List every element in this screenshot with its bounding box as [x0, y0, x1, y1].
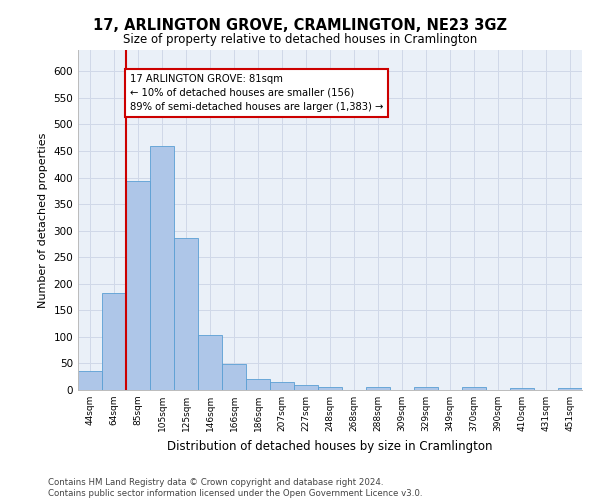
- Bar: [222, 364, 246, 390]
- Text: Contains HM Land Registry data © Crown copyright and database right 2024.
Contai: Contains HM Land Registry data © Crown c…: [48, 478, 422, 498]
- Bar: [198, 336, 222, 390]
- Bar: [510, 388, 534, 390]
- Bar: [318, 388, 342, 390]
- X-axis label: Distribution of detached houses by size in Cramlington: Distribution of detached houses by size …: [167, 440, 493, 452]
- Text: 17 ARLINGTON GROVE: 81sqm
← 10% of detached houses are smaller (156)
89% of semi: 17 ARLINGTON GROVE: 81sqm ← 10% of detac…: [130, 74, 383, 112]
- Bar: [78, 372, 102, 390]
- Bar: [102, 294, 126, 390]
- Bar: [126, 181, 150, 390]
- Bar: [294, 385, 318, 390]
- Text: 17, ARLINGTON GROVE, CRAMLINGTON, NE23 3GZ: 17, ARLINGTON GROVE, CRAMLINGTON, NE23 3…: [93, 18, 507, 32]
- Bar: [462, 388, 486, 390]
- Text: Size of property relative to detached houses in Cramlington: Size of property relative to detached ho…: [123, 32, 477, 46]
- Bar: [270, 382, 294, 390]
- Bar: [414, 388, 438, 390]
- Bar: [150, 146, 174, 390]
- Bar: [366, 388, 390, 390]
- Bar: [174, 238, 198, 390]
- Bar: [558, 388, 582, 390]
- Y-axis label: Number of detached properties: Number of detached properties: [38, 132, 48, 308]
- Bar: [246, 380, 270, 390]
